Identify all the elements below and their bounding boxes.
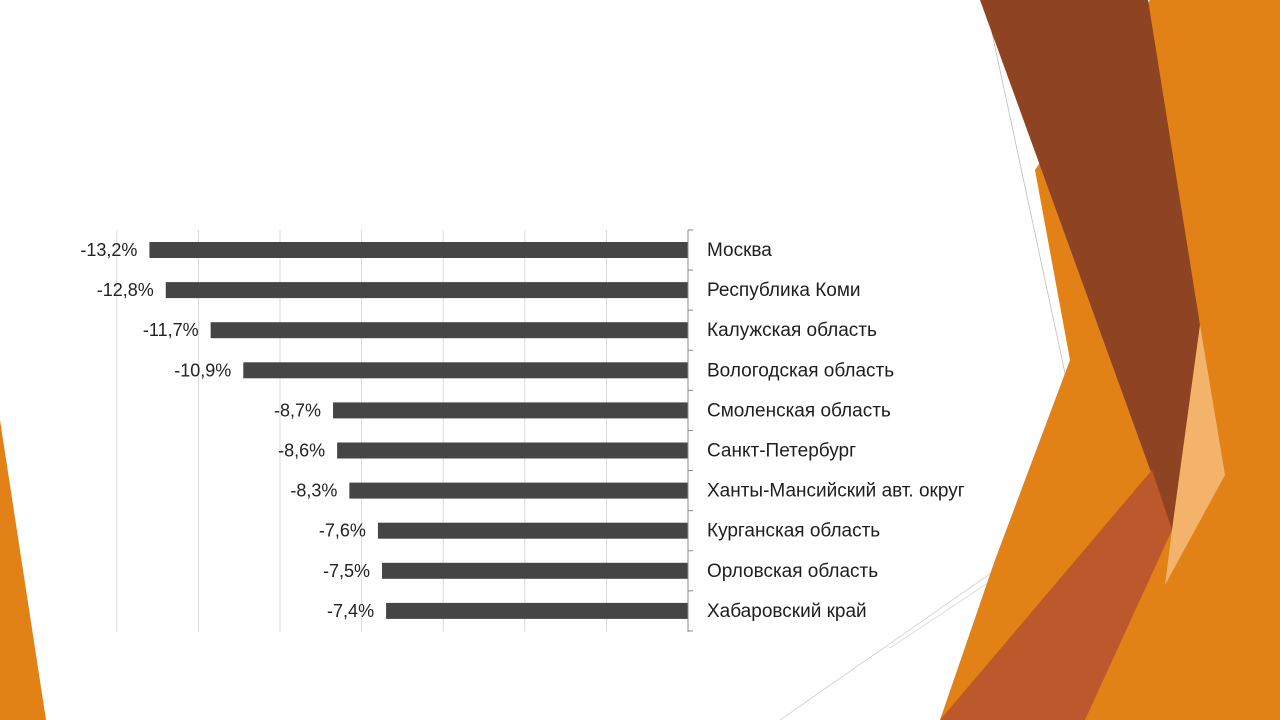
bar [382,562,688,579]
bar [243,362,688,379]
bar [333,402,688,419]
category-label: Калужская область [707,320,877,341]
data-label: -10,9% [174,360,231,380]
category-label: Смоленская область [707,400,891,421]
data-label: -12,8% [97,280,154,300]
data-label: -7,4% [327,601,374,621]
data-label: -7,5% [323,561,370,581]
data-label: -13,2% [80,240,137,260]
bar [337,442,688,459]
bar [349,482,688,499]
left-orange-shape [0,420,46,720]
y-axis [687,229,693,632]
bar [165,282,688,299]
data-label: -7,6% [319,521,366,541]
category-label: Ханты-Мансийский авт. округ [707,481,965,502]
bars [149,242,688,619]
right-brown-shape [980,0,1200,530]
data-label: -11,7% [143,320,199,340]
category-label: Санкт-Петербург [707,441,856,462]
bar [149,242,688,258]
bar [210,322,688,339]
category-label: Хабаровский край [707,601,867,622]
category-label: Орловская область [707,561,878,582]
data-label: -8,6% [278,441,325,461]
category-label: Республика Коми [707,280,861,301]
category-label: Курганская область [707,521,880,542]
bar [377,522,688,539]
data-label: -8,7% [274,400,321,420]
bar [386,602,688,619]
right-peach-shape [1165,325,1225,585]
category-label: Вологодская область [707,360,894,381]
decor-thin-line-3 [889,574,1001,649]
right-orange-shape [940,0,1280,720]
decor-thin-line-2 [779,559,1011,720]
category-label: Москва [707,240,772,261]
right-rust-shape [940,470,1172,720]
labels: -13,2% Москва -12,8% Республика Коми -11,7% К… [80,240,964,622]
data-label: -8,3% [290,481,337,501]
